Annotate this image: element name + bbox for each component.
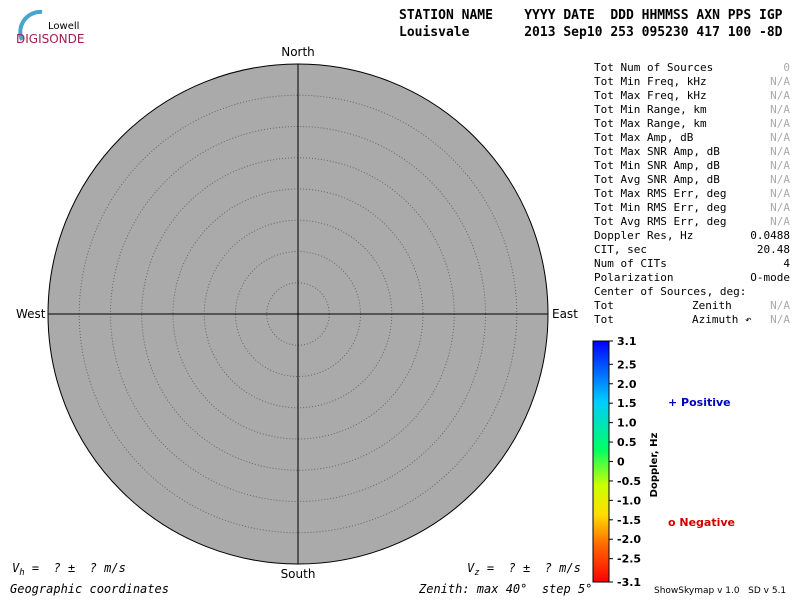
center-name: Zenith (692, 299, 732, 312)
stat-value: N/A (770, 117, 790, 130)
stat-value: 0.0488 (750, 229, 790, 242)
center-header: Center of Sources, deg: (594, 285, 746, 298)
stat-value: N/A (770, 89, 790, 102)
zenith-note: Zenith: max 40° step 5° (418, 582, 592, 596)
stat-label: Num of CITs (594, 257, 667, 270)
stat-value: N/A (770, 145, 790, 158)
stat-label: Tot Max RMS Err, deg (594, 187, 726, 200)
center-value: N/A (770, 299, 790, 312)
colorbar-tick-label: 1.5 (617, 397, 637, 410)
stat-value: N/A (770, 187, 790, 200)
colorbar-tick-label: -2.0 (617, 533, 641, 546)
vz-text: Vz = ? ± ? m/s (467, 561, 581, 578)
colorbar (592, 340, 610, 583)
stat-value: N/A (770, 173, 790, 186)
stat-value: N/A (770, 75, 790, 88)
colorbar-tick-label: -1.0 (617, 494, 641, 507)
stat-label: Tot Num of Sources (594, 61, 713, 74)
stat-label: Tot Avg RMS Err, deg (594, 215, 726, 228)
vh-text: Vh = ? ± ? m/s (12, 561, 126, 578)
logo-bottom: DIGISONDE (16, 32, 84, 46)
colorbar-tick-label: -1.5 (617, 514, 641, 527)
stat-label: Doppler Res, Hz (594, 229, 693, 242)
north-label: North (281, 45, 315, 59)
stat-label: Tot Max SNR Amp, dB (594, 145, 720, 158)
stat-value: 4 (783, 257, 790, 270)
stat-label: Tot Min Freq, kHz (594, 75, 707, 88)
colorbar-title: Doppler, Hz (649, 433, 660, 498)
stat-value: 20.48 (757, 243, 790, 256)
coords-note: Geographic coordinates (10, 582, 169, 596)
colorbar-tick-label: 0.5 (617, 436, 637, 449)
stat-value: N/A (770, 131, 790, 144)
legend-negative: o Negative (668, 516, 735, 529)
colorbar-tick-label: 2.0 (617, 378, 637, 391)
stat-label: Tot Min RMS Err, deg (594, 201, 726, 214)
stat-value: 0 (783, 61, 790, 74)
colorbar-tick-label: 0 (617, 456, 625, 469)
south-label: South (281, 567, 316, 581)
logo-arc (18, 9, 43, 41)
stat-value: N/A (770, 103, 790, 116)
stat-value: O-mode (750, 271, 790, 284)
stat-value: N/A (770, 201, 790, 214)
colorbar-tick-label: 2.5 (617, 358, 637, 371)
header-labels: STATION NAME YYYY DATE DDD HHMMSS AXN PP… (399, 8, 783, 23)
logo-top: Lowell (48, 21, 79, 32)
header-values: Louisvale 2013 Sep10 253 095230 417 100 … (399, 25, 783, 40)
legend-positive: + Positive (668, 396, 731, 409)
stat-value: N/A (770, 159, 790, 172)
stat-label: Tot Max Amp, dB (594, 131, 694, 144)
colorbar-tick-label: -3.1 (617, 576, 641, 589)
stat-label: Tot Min Range, km (594, 103, 707, 116)
stat-label: Tot Max Freq, kHz (594, 89, 707, 102)
colorbar-tick-label: -0.5 (617, 475, 641, 488)
colorbar-tick-label: -2.5 (617, 553, 641, 566)
center-label: Tot (594, 299, 614, 312)
center-value: N/A (770, 313, 790, 326)
stat-label: Tot Avg SNR Amp, dB (594, 173, 720, 186)
stat-label: Tot Min SNR Amp, dB (594, 159, 720, 172)
center-name: Azimuth ↶ (692, 313, 752, 326)
east-label: East (552, 307, 578, 321)
colorbar-tick-label: 3.1 (617, 335, 637, 348)
stat-value: N/A (770, 215, 790, 228)
stat-label: Polarization (594, 271, 673, 284)
version-note: ShowSkymap v 1.0 SD v 5.1 (654, 586, 786, 596)
stat-label: Tot Max Range, km (594, 117, 707, 130)
stat-label: CIT, sec (594, 243, 647, 256)
west-label: West (16, 307, 46, 321)
colorbar-tick-label: 1.0 (617, 417, 637, 430)
center-label: Tot (594, 313, 614, 326)
